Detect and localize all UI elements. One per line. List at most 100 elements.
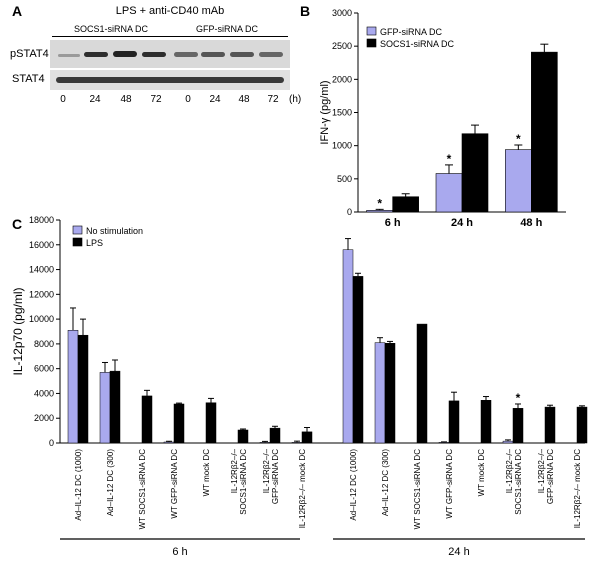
band-pstat4-lane2 bbox=[84, 52, 108, 57]
y-tick-label-b: 2500 bbox=[332, 41, 352, 51]
bar-c bbox=[259, 442, 271, 444]
band-stat4 bbox=[56, 77, 284, 83]
y-tick-label-c: 4000 bbox=[34, 388, 54, 398]
x-tick-label-b: 6 h bbox=[385, 217, 401, 229]
band-pstat4-lane1 bbox=[58, 54, 80, 57]
lane-label-7: 48 bbox=[238, 94, 250, 105]
x-tick-label-c: WT mock DC bbox=[202, 449, 211, 497]
bar-c bbox=[576, 406, 588, 444]
legend-swatch-b bbox=[366, 26, 377, 36]
x-tick-label-line-c: IL-12Rβ2–/– bbox=[537, 448, 546, 493]
x-tick-label-line-c: Ad–IL-12 DC (300) bbox=[106, 449, 115, 516]
significance-star-b: * bbox=[447, 152, 452, 166]
bar-c bbox=[448, 400, 460, 444]
x-tick-label-line-c: IL-12Rβ2–/– bbox=[505, 448, 514, 493]
bar-c bbox=[502, 440, 514, 444]
bar-c bbox=[512, 408, 524, 444]
x-tick-label-c: IL-12Rβ2–/–SOCS1-siRNA DC bbox=[505, 448, 523, 514]
x-tick-label-line-c: SOCS1-siRNA DC bbox=[514, 449, 523, 515]
band-pstat4-lane5 bbox=[174, 52, 198, 57]
bar-c bbox=[269, 427, 281, 444]
legend-swatch-b bbox=[366, 38, 377, 48]
bar-c bbox=[384, 343, 396, 444]
bar-c bbox=[301, 431, 313, 444]
legend-swatch-c bbox=[72, 225, 83, 235]
y-tick-label-b: 1000 bbox=[332, 141, 352, 151]
blot-group-socs1: SOCS1-siRNA DC bbox=[73, 24, 148, 34]
x-tick-label-b: 48 h bbox=[520, 217, 542, 229]
bar-c bbox=[67, 330, 79, 444]
x-tick-label-c: Ad–IL-12 DC (1000) bbox=[74, 449, 83, 521]
y-tick-label-b: 2000 bbox=[332, 74, 352, 84]
legend-label-b: SOCS1-siRNA DC bbox=[380, 39, 455, 49]
bar-c bbox=[99, 372, 111, 444]
x-tick-label-line-c: WT mock DC bbox=[202, 449, 211, 497]
row-label-pstat4: pSTAT4 bbox=[10, 48, 49, 60]
x-tick-label-c: Ad–IL-12 DC (300) bbox=[381, 449, 390, 516]
legend-label-c: No stimulation bbox=[86, 226, 143, 236]
x-tick-label-c: IL-12Rβ2–/–SOCS1-siRNA DC bbox=[230, 448, 248, 514]
row-label-stat4: STAT4 bbox=[12, 73, 45, 85]
gel-pstat4 bbox=[50, 40, 290, 68]
bar-c bbox=[163, 441, 175, 444]
panel-c-letter: C bbox=[12, 216, 23, 232]
x-tick-label-line-c: IL-12Rβ2–/– mock DC bbox=[298, 449, 307, 529]
blot-group-line-socs1 bbox=[52, 36, 170, 37]
bar-c bbox=[374, 342, 386, 444]
x-tick-label-c: IL-12Rβ2–/–GFP-siRNA DC bbox=[262, 448, 280, 504]
y-tick-label-c: 12000 bbox=[29, 289, 54, 299]
blot-group-line-gfp bbox=[170, 36, 288, 37]
x-tick-label-c: Ad–IL-12 DC (1000) bbox=[349, 449, 358, 521]
y-tick-label-b: 500 bbox=[337, 174, 352, 184]
y-tick-label-c: 14000 bbox=[29, 265, 54, 275]
bar-b bbox=[461, 133, 489, 213]
band-pstat4-lane6 bbox=[201, 52, 225, 57]
group-label-c: 6 h bbox=[172, 546, 187, 558]
lane-label-3: 48 bbox=[120, 94, 132, 105]
bar-b bbox=[531, 51, 558, 213]
blot-group-gfp: GFP-siRNA DC bbox=[195, 24, 258, 34]
x-tick-label-c: WT mock DC bbox=[477, 449, 486, 497]
y-tick-label-c: 16000 bbox=[29, 240, 54, 250]
x-tick-label-c: WT SOCS1-siRNA DC bbox=[413, 449, 422, 530]
x-tick-label-c: WT GFP-siRNA DC bbox=[445, 449, 454, 519]
x-tick-label-line-c: SOCS1-siRNA DC bbox=[239, 449, 248, 515]
band-pstat4-lane3 bbox=[113, 51, 137, 57]
lane-label-2: 24 bbox=[89, 94, 101, 105]
x-tick-label-line-c: Ad–IL-12 DC (1000) bbox=[74, 449, 83, 521]
blot-title: LPS + anti-CD40 mAb bbox=[115, 5, 225, 17]
group-label-c: 24 h bbox=[448, 546, 469, 558]
legend-label-c: LPS bbox=[86, 238, 103, 248]
lane-label-6: 24 bbox=[209, 94, 221, 105]
lane-label-4: 72 bbox=[150, 94, 162, 105]
y-tick-label-c: 2000 bbox=[34, 413, 54, 423]
bar-c bbox=[141, 395, 153, 444]
bar-c bbox=[544, 406, 556, 444]
bar-b bbox=[366, 210, 393, 213]
x-tick-label-c: Ad–IL-12 DC (300) bbox=[106, 449, 115, 516]
x-tick-label-c: IL-12Rβ2–/– mock DC bbox=[298, 449, 307, 529]
x-tick-label-c: WT SOCS1-siRNA DC bbox=[138, 449, 147, 530]
x-tick-label-line-c: IL-12Rβ2–/– bbox=[230, 448, 239, 493]
bar-c bbox=[77, 334, 89, 444]
bar-c bbox=[237, 429, 249, 444]
bar-c bbox=[416, 323, 428, 444]
y-tick-label-c: 8000 bbox=[34, 339, 54, 349]
x-tick-label-line-c: WT SOCS1-siRNA DC bbox=[413, 449, 422, 530]
y-tick-label-c: 0 bbox=[49, 438, 54, 448]
bar-c bbox=[438, 442, 450, 444]
x-tick-label-line-c: WT SOCS1-siRNA DC bbox=[138, 449, 147, 530]
band-pstat4-lane8 bbox=[259, 52, 283, 57]
bar-c bbox=[109, 370, 121, 444]
legend-label-b: GFP-siRNA DC bbox=[380, 27, 443, 37]
band-pstat4-lane4 bbox=[142, 52, 166, 57]
lane-label-5: 0 bbox=[185, 94, 191, 105]
bar-c bbox=[342, 249, 354, 444]
x-tick-label-line-c: WT GFP-siRNA DC bbox=[170, 449, 179, 519]
bar-c bbox=[480, 400, 492, 444]
x-tick-label-line-c: GFP-siRNA DC bbox=[546, 449, 555, 504]
x-tick-label-c: IL-12Rβ2–/– mock DC bbox=[573, 449, 582, 529]
lane-label-1: 0 bbox=[60, 94, 66, 105]
lane-unit: (h) bbox=[289, 94, 302, 105]
bar-b bbox=[505, 149, 532, 213]
